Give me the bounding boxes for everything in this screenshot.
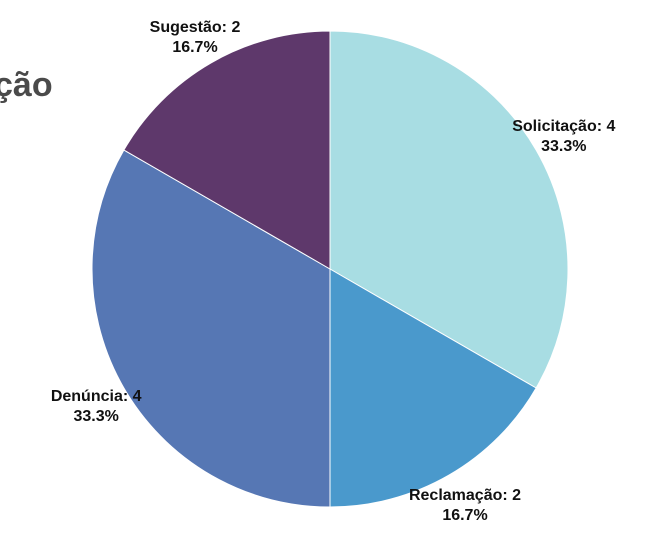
pie-percent-label: 33.3% [541,138,586,155]
pie-label-solicitacao: Solicitação: 4 33.3% [512,118,615,155]
pie-slice-reclamacao [329,268,537,508]
pie-value-label: Sugestão: 2 [150,19,241,36]
pie-slice-denuncia [91,149,331,508]
pie-label-sugestao: Sugestão: 2 16.7% [150,19,241,56]
pie-label-reclamacao: Reclamação: 2 16.7% [409,487,521,524]
pie-percent-label: 16.7% [172,39,217,56]
chart-title-fragment: ção [0,66,53,104]
pie-label-denuncia: Denúncia: 4 33.3% [51,388,142,425]
pie-slice-solicitacao [329,30,569,389]
pie-percent-label: 33.3% [73,408,118,425]
pie-slices [91,30,569,508]
pie-percent-label: 16.7% [442,507,487,524]
pie-value-label: Denúncia: 4 [51,388,142,405]
pie-slice-sugestao [123,30,331,270]
pie-labels: Solicitação: 4 33.3% Reclamação: 2 16.7% Den… [51,19,616,524]
pie-value-label: Reclamação: 2 [409,487,521,504]
pie-value-label: Solicitação: 4 [512,118,615,135]
